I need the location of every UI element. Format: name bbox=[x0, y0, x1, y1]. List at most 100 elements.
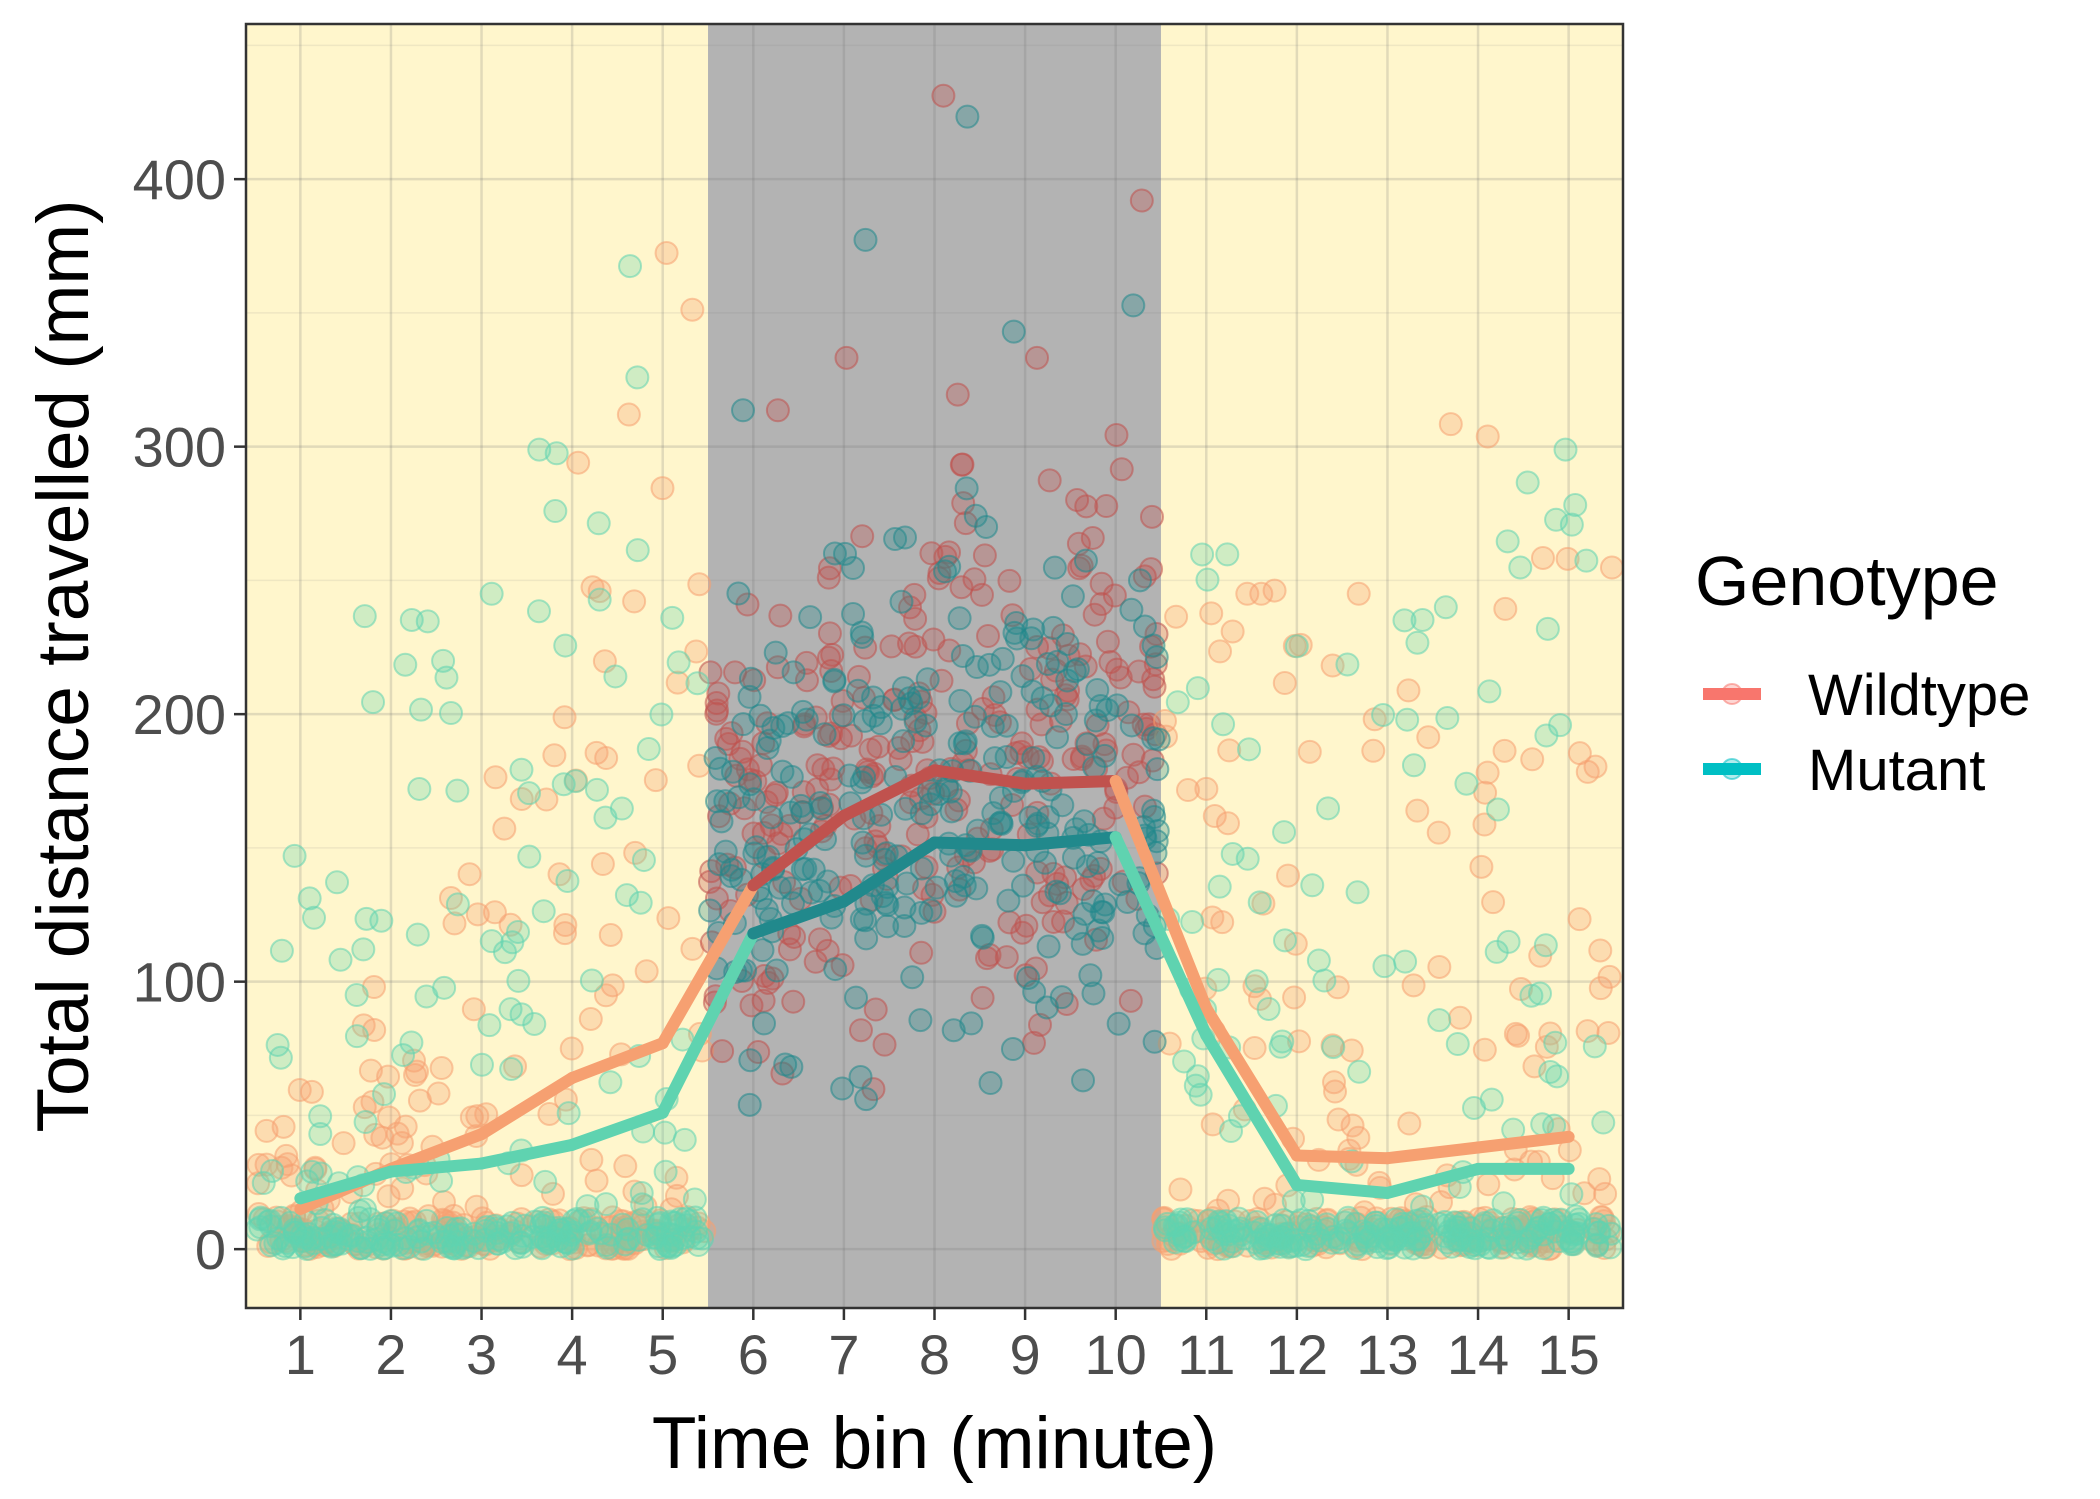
point-wildtype bbox=[879, 634, 904, 659]
point-mutant bbox=[477, 1013, 502, 1038]
point-mutant bbox=[1335, 652, 1360, 677]
point-mutant bbox=[308, 1104, 333, 1129]
point-mutant bbox=[926, 782, 951, 807]
point-mutant bbox=[641, 1225, 666, 1250]
point-wildtype bbox=[299, 1079, 324, 1104]
point-wildtype bbox=[817, 556, 842, 581]
point-mutant bbox=[1534, 723, 1559, 748]
point-mutant bbox=[594, 1192, 619, 1217]
point-mutant bbox=[1022, 979, 1047, 1004]
point-wildtype bbox=[503, 1054, 528, 1079]
point-mutant bbox=[1495, 529, 1520, 554]
point-mutant bbox=[361, 690, 386, 715]
point-mutant bbox=[952, 873, 977, 898]
point-mutant bbox=[1088, 694, 1113, 719]
point-wildtype bbox=[1061, 747, 1086, 772]
point-mutant bbox=[1393, 949, 1418, 974]
point-mutant bbox=[1132, 614, 1157, 639]
point-wildtype bbox=[1593, 1181, 1618, 1206]
point-mutant bbox=[1563, 493, 1588, 518]
point-wildtype bbox=[1575, 1019, 1600, 1044]
point-mutant bbox=[636, 737, 661, 762]
point-wildtype bbox=[1194, 776, 1219, 801]
point-mutant bbox=[1247, 890, 1272, 915]
point-wildtype bbox=[1168, 1177, 1193, 1202]
x-tick-label: 14 bbox=[1447, 1323, 1509, 1386]
point-wildtype bbox=[1401, 973, 1426, 998]
legend-key-point-wildtype bbox=[1721, 683, 1743, 705]
point-mutant bbox=[933, 559, 958, 584]
point-wildtype bbox=[483, 765, 508, 790]
point-mutant bbox=[443, 1222, 468, 1247]
point-wildtype bbox=[768, 603, 793, 628]
point-mutant bbox=[1055, 631, 1080, 656]
point-mutant bbox=[628, 890, 653, 915]
point-wildtype bbox=[1175, 778, 1200, 803]
point-mutant bbox=[1372, 954, 1397, 979]
point-mutant bbox=[1477, 679, 1502, 704]
point-mutant bbox=[328, 947, 353, 972]
point-mutant bbox=[1553, 437, 1578, 462]
point-wildtype bbox=[552, 921, 577, 946]
point-wildtype bbox=[363, 1122, 388, 1147]
point-mutant bbox=[1256, 996, 1281, 1021]
point-mutant bbox=[1519, 983, 1544, 1008]
point-mutant bbox=[257, 1208, 282, 1233]
point-mutant bbox=[660, 605, 685, 630]
point-mutant bbox=[344, 983, 369, 1008]
point-mutant bbox=[1535, 616, 1560, 641]
mean-line-mutant bbox=[1381, 1162, 1485, 1199]
point-mutant bbox=[853, 227, 878, 252]
point-mutant bbox=[801, 857, 826, 882]
point-wildtype bbox=[540, 1181, 565, 1206]
point-mutant bbox=[1585, 1232, 1610, 1257]
point-mutant bbox=[1061, 845, 1086, 870]
point-wildtype bbox=[945, 382, 970, 407]
point-wildtype bbox=[613, 1154, 638, 1179]
point-wildtype bbox=[710, 1039, 735, 1064]
point-mutant bbox=[1070, 931, 1095, 956]
point-mutant bbox=[779, 1054, 804, 1079]
scatter-points bbox=[244, 83, 1624, 1262]
point-mutant bbox=[484, 1216, 509, 1241]
point-wildtype bbox=[1037, 468, 1062, 493]
point-mutant bbox=[1078, 963, 1103, 988]
point-mutant bbox=[1410, 1194, 1435, 1219]
point-wildtype bbox=[1080, 525, 1105, 550]
point-mutant bbox=[556, 1101, 581, 1126]
point-mutant bbox=[1296, 1208, 1321, 1233]
point-wildtype bbox=[271, 1114, 296, 1139]
point-mutant bbox=[1538, 1059, 1563, 1084]
point-wildtype bbox=[1416, 725, 1441, 750]
point-mutant bbox=[1142, 1029, 1167, 1054]
point-wildtype bbox=[1215, 811, 1240, 836]
point-wildtype bbox=[553, 913, 578, 938]
point-mutant bbox=[631, 848, 656, 873]
point-mutant bbox=[894, 871, 919, 896]
point-mutant bbox=[1395, 707, 1420, 732]
point-mutant bbox=[1543, 1030, 1568, 1055]
mean-line-wildtype bbox=[747, 809, 850, 892]
point-wildtype bbox=[1139, 504, 1164, 529]
point-wildtype bbox=[376, 1184, 401, 1209]
point-mutant bbox=[846, 678, 871, 703]
point-wildtype bbox=[552, 705, 577, 730]
point-mutant bbox=[407, 776, 432, 801]
point-mutant bbox=[707, 852, 732, 877]
point-mutant bbox=[445, 778, 470, 803]
point-mutant bbox=[1427, 1008, 1452, 1033]
point-wildtype bbox=[1109, 457, 1134, 482]
point-mutant bbox=[1508, 555, 1533, 580]
point-mutant bbox=[1515, 470, 1540, 495]
point-mutant bbox=[563, 769, 588, 794]
point-mutant bbox=[1454, 771, 1479, 796]
point-wildtype bbox=[482, 900, 507, 925]
point-mutant bbox=[506, 968, 531, 993]
point-wildtype bbox=[1089, 571, 1114, 596]
point-mutant bbox=[1021, 746, 1046, 771]
point-wildtype bbox=[1217, 738, 1242, 763]
point-mutant bbox=[854, 926, 879, 951]
point-mutant bbox=[1001, 319, 1026, 344]
point-mutant bbox=[682, 1187, 707, 1212]
point-mutant bbox=[831, 703, 856, 728]
